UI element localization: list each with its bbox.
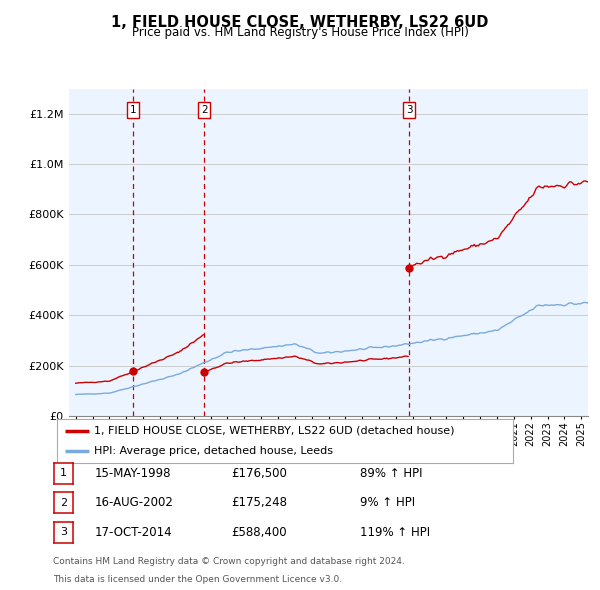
Bar xyxy=(84,88,101,416)
Text: 3: 3 xyxy=(406,105,413,115)
Bar xyxy=(556,88,573,416)
Text: 16-AUG-2002: 16-AUG-2002 xyxy=(95,496,173,509)
Bar xyxy=(539,88,556,416)
Text: £176,500: £176,500 xyxy=(231,467,287,480)
Text: 89% ↑ HPI: 89% ↑ HPI xyxy=(360,467,422,480)
Bar xyxy=(202,88,219,416)
Bar xyxy=(522,88,539,416)
Bar xyxy=(118,88,135,416)
Bar xyxy=(320,88,337,416)
Text: £588,400: £588,400 xyxy=(231,526,287,539)
Bar xyxy=(303,88,320,416)
Text: 2: 2 xyxy=(60,498,67,507)
Bar xyxy=(455,88,472,416)
Bar xyxy=(488,88,505,416)
Text: 9% ↑ HPI: 9% ↑ HPI xyxy=(360,496,415,509)
Text: 17-OCT-2014: 17-OCT-2014 xyxy=(95,526,172,539)
Text: £175,248: £175,248 xyxy=(231,496,287,509)
Text: 1: 1 xyxy=(130,105,136,115)
Bar xyxy=(472,88,488,416)
Bar xyxy=(253,88,269,416)
Text: 1, FIELD HOUSE CLOSE, WETHERBY, LS22 6UD (detached house): 1, FIELD HOUSE CLOSE, WETHERBY, LS22 6UD… xyxy=(94,426,455,436)
Text: 1, FIELD HOUSE CLOSE, WETHERBY, LS22 6UD: 1, FIELD HOUSE CLOSE, WETHERBY, LS22 6UD xyxy=(112,15,488,30)
Text: Price paid vs. HM Land Registry's House Price Index (HPI): Price paid vs. HM Land Registry's House … xyxy=(131,26,469,39)
Text: Contains HM Land Registry data © Crown copyright and database right 2024.: Contains HM Land Registry data © Crown c… xyxy=(53,558,404,566)
Bar xyxy=(286,88,303,416)
Text: 15-MAY-1998: 15-MAY-1998 xyxy=(95,467,172,480)
Bar xyxy=(404,88,421,416)
Bar xyxy=(169,88,185,416)
Text: 3: 3 xyxy=(60,527,67,537)
Text: 119% ↑ HPI: 119% ↑ HPI xyxy=(360,526,430,539)
Bar xyxy=(219,88,236,416)
Bar xyxy=(236,88,253,416)
Bar xyxy=(67,88,84,416)
Text: This data is licensed under the Open Government Licence v3.0.: This data is licensed under the Open Gov… xyxy=(53,575,342,584)
Bar xyxy=(421,88,438,416)
Bar xyxy=(152,88,169,416)
Bar xyxy=(269,88,286,416)
Text: 1: 1 xyxy=(60,468,67,478)
Bar xyxy=(388,88,404,416)
Bar xyxy=(354,88,371,416)
Text: 2: 2 xyxy=(201,105,208,115)
Bar xyxy=(505,88,522,416)
Text: HPI: Average price, detached house, Leeds: HPI: Average price, detached house, Leed… xyxy=(94,446,334,456)
Bar xyxy=(438,88,455,416)
Bar xyxy=(337,88,354,416)
Bar xyxy=(573,88,590,416)
Bar xyxy=(185,88,202,416)
Bar xyxy=(135,88,152,416)
Bar xyxy=(371,88,388,416)
Bar xyxy=(101,88,118,416)
